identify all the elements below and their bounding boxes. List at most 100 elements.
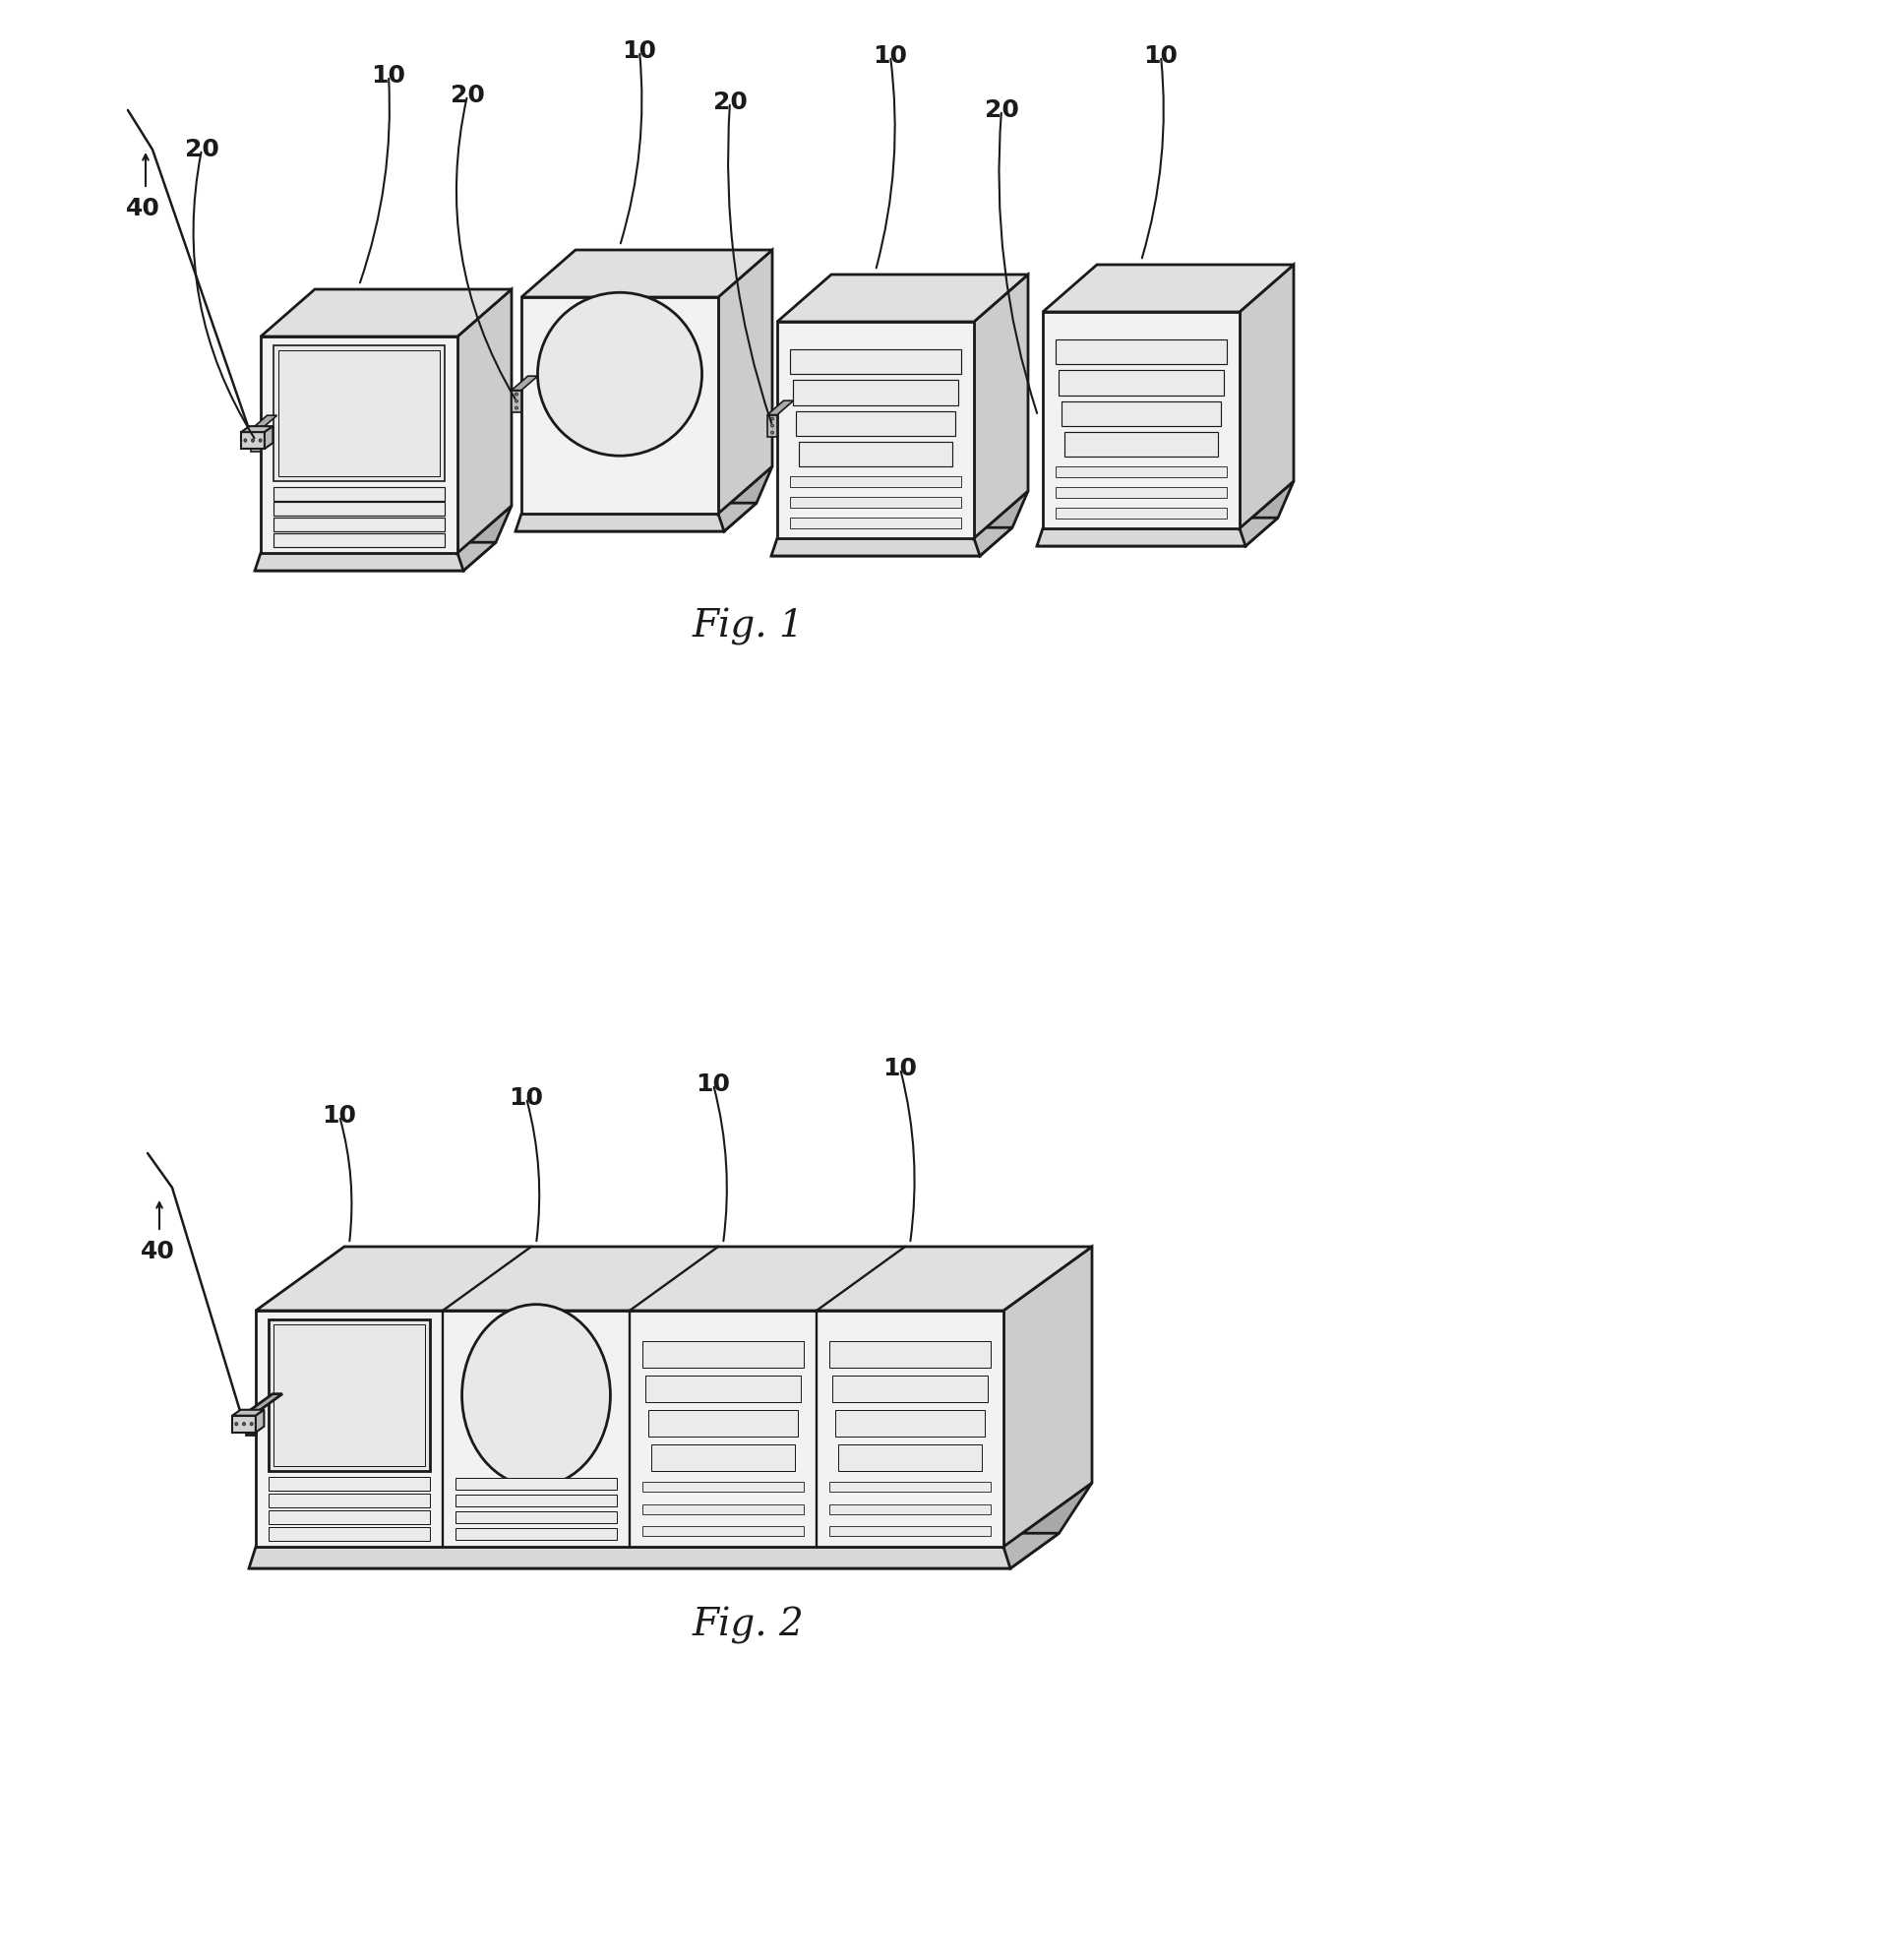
Polygon shape bbox=[273, 502, 444, 515]
Polygon shape bbox=[1042, 265, 1294, 312]
Ellipse shape bbox=[771, 423, 773, 427]
Polygon shape bbox=[790, 517, 961, 527]
Polygon shape bbox=[649, 1409, 798, 1437]
Ellipse shape bbox=[245, 439, 246, 443]
Text: 20: 20 bbox=[184, 137, 218, 161]
Ellipse shape bbox=[250, 1423, 252, 1425]
Ellipse shape bbox=[254, 445, 258, 449]
Polygon shape bbox=[771, 527, 1012, 557]
Polygon shape bbox=[455, 1478, 617, 1490]
Polygon shape bbox=[830, 1482, 991, 1492]
Polygon shape bbox=[831, 1376, 988, 1401]
Polygon shape bbox=[273, 345, 444, 482]
Text: 10: 10 bbox=[696, 1072, 730, 1096]
Text: 40: 40 bbox=[126, 196, 160, 220]
Polygon shape bbox=[643, 1341, 803, 1368]
Polygon shape bbox=[777, 274, 1029, 321]
Polygon shape bbox=[261, 290, 512, 337]
Text: Fig. 2: Fig. 2 bbox=[692, 1607, 803, 1644]
Polygon shape bbox=[455, 1495, 617, 1507]
Polygon shape bbox=[796, 412, 956, 435]
Polygon shape bbox=[512, 390, 521, 412]
Polygon shape bbox=[241, 431, 265, 449]
Polygon shape bbox=[269, 1319, 431, 1472]
Polygon shape bbox=[645, 1376, 801, 1401]
Polygon shape bbox=[1065, 433, 1217, 457]
Ellipse shape bbox=[515, 392, 517, 396]
Polygon shape bbox=[512, 376, 538, 390]
Polygon shape bbox=[799, 443, 952, 466]
Ellipse shape bbox=[463, 1305, 609, 1486]
Polygon shape bbox=[455, 1529, 617, 1541]
Polygon shape bbox=[830, 1341, 991, 1368]
Text: 10: 10 bbox=[873, 45, 907, 69]
Polygon shape bbox=[457, 506, 512, 570]
Polygon shape bbox=[515, 504, 756, 531]
Polygon shape bbox=[1061, 402, 1221, 425]
Polygon shape bbox=[278, 351, 440, 476]
Polygon shape bbox=[254, 553, 463, 570]
Ellipse shape bbox=[243, 1423, 245, 1425]
Polygon shape bbox=[1042, 312, 1240, 529]
Polygon shape bbox=[974, 492, 1029, 557]
Ellipse shape bbox=[771, 417, 773, 419]
Ellipse shape bbox=[260, 439, 261, 443]
Polygon shape bbox=[256, 1409, 263, 1433]
Polygon shape bbox=[269, 1527, 431, 1541]
Polygon shape bbox=[651, 1445, 796, 1472]
Polygon shape bbox=[261, 337, 457, 553]
Polygon shape bbox=[269, 1494, 431, 1507]
Polygon shape bbox=[1059, 370, 1225, 396]
Text: 20: 20 bbox=[713, 90, 747, 114]
Polygon shape bbox=[1036, 517, 1277, 547]
Text: 10: 10 bbox=[882, 1056, 918, 1080]
Polygon shape bbox=[771, 539, 980, 557]
Ellipse shape bbox=[252, 439, 254, 443]
Polygon shape bbox=[231, 1415, 256, 1433]
Polygon shape bbox=[974, 274, 1029, 539]
Polygon shape bbox=[250, 416, 277, 429]
Ellipse shape bbox=[771, 431, 773, 433]
Polygon shape bbox=[256, 1247, 1093, 1311]
Polygon shape bbox=[839, 1445, 982, 1472]
Polygon shape bbox=[273, 1325, 425, 1466]
Polygon shape bbox=[515, 514, 724, 531]
Polygon shape bbox=[790, 496, 961, 508]
Polygon shape bbox=[830, 1503, 991, 1513]
Polygon shape bbox=[719, 466, 773, 531]
Polygon shape bbox=[265, 425, 273, 449]
Ellipse shape bbox=[254, 439, 258, 441]
Text: 10: 10 bbox=[1144, 45, 1178, 69]
Polygon shape bbox=[1036, 529, 1245, 547]
Polygon shape bbox=[254, 543, 497, 570]
Polygon shape bbox=[248, 1533, 1059, 1568]
Polygon shape bbox=[269, 1478, 431, 1492]
Polygon shape bbox=[521, 298, 719, 514]
Polygon shape bbox=[1003, 1484, 1093, 1568]
Polygon shape bbox=[273, 533, 444, 547]
Text: 10: 10 bbox=[510, 1086, 544, 1109]
Polygon shape bbox=[241, 425, 273, 431]
Polygon shape bbox=[830, 1527, 991, 1537]
Polygon shape bbox=[256, 1311, 1003, 1546]
Polygon shape bbox=[455, 1511, 617, 1523]
Polygon shape bbox=[231, 1409, 263, 1415]
Ellipse shape bbox=[235, 1423, 237, 1425]
Polygon shape bbox=[269, 1511, 431, 1525]
Polygon shape bbox=[777, 321, 974, 539]
Polygon shape bbox=[250, 429, 261, 451]
Text: 10: 10 bbox=[371, 65, 406, 88]
Polygon shape bbox=[273, 486, 444, 500]
Polygon shape bbox=[643, 1482, 803, 1492]
Polygon shape bbox=[457, 290, 512, 553]
Polygon shape bbox=[1055, 466, 1226, 476]
Ellipse shape bbox=[515, 400, 517, 402]
Polygon shape bbox=[794, 380, 957, 406]
Polygon shape bbox=[1240, 480, 1294, 547]
Polygon shape bbox=[643, 1527, 803, 1537]
Polygon shape bbox=[643, 1503, 803, 1513]
Polygon shape bbox=[767, 416, 777, 437]
Polygon shape bbox=[1240, 265, 1294, 529]
Ellipse shape bbox=[538, 292, 702, 457]
Text: 10: 10 bbox=[623, 39, 656, 63]
